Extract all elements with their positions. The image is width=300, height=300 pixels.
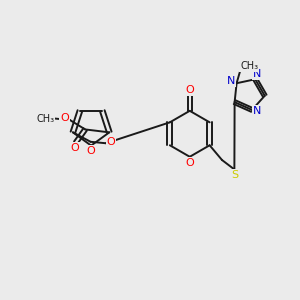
Text: N: N	[253, 69, 261, 79]
Text: O: O	[185, 85, 194, 95]
Text: S: S	[231, 170, 238, 180]
Text: CH₃: CH₃	[36, 113, 54, 124]
Text: O: O	[107, 137, 116, 147]
Text: O: O	[185, 158, 194, 168]
Text: CH₃: CH₃	[240, 61, 258, 71]
Text: O: O	[60, 112, 69, 123]
Text: N: N	[227, 76, 236, 86]
Text: N: N	[253, 106, 262, 116]
Text: O: O	[70, 143, 79, 153]
Text: O: O	[87, 146, 95, 156]
